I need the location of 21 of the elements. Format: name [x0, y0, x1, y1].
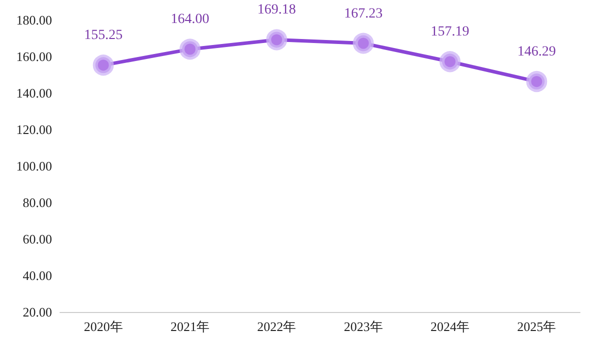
- y-tick-label: 180.00: [16, 12, 52, 28]
- y-tick-label: 40.00: [22, 268, 52, 283]
- y-tick-label: 100.00: [16, 158, 52, 174]
- x-tick-label: 2025年: [517, 319, 556, 334]
- y-tick-label: 160.00: [16, 49, 52, 64]
- x-tick-label: 2024年: [430, 319, 470, 334]
- x-tick-label: 2023年: [344, 319, 383, 334]
- y-tick-label: 140.00: [16, 86, 52, 100]
- data-label: 164.00: [170, 12, 210, 28]
- data-label: 155.25: [84, 28, 123, 44]
- data-label: 167.23: [344, 6, 383, 22]
- data-label: 157.19: [430, 24, 470, 40]
- x-tick-label: 2021年: [170, 319, 210, 334]
- x-tick-label: 2022年: [257, 319, 296, 334]
- y-tick-label: 20.00: [22, 304, 52, 320]
- data-label: 169.18: [257, 2, 296, 18]
- y-tick-label: 60.00: [22, 232, 52, 246]
- y-tick-label: 80.00: [22, 195, 52, 210]
- data-label: 146.29: [517, 44, 556, 60]
- y-tick-label: 120.00: [16, 122, 52, 137]
- x-tick-label: 2020年: [84, 319, 123, 334]
